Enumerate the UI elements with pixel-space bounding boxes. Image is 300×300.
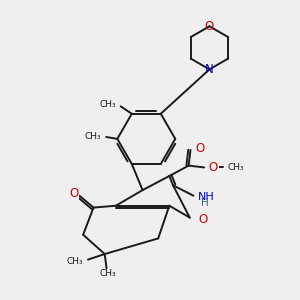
Text: CH₃: CH₃ [99,100,116,109]
Text: O: O [209,161,218,174]
Text: CH₃: CH₃ [227,163,244,172]
Text: CH₃: CH₃ [99,269,116,278]
Text: N: N [205,63,214,76]
Text: CH₃: CH₃ [85,133,101,142]
Text: CH₃: CH₃ [67,256,83,266]
Text: O: O [196,142,205,155]
Text: NH: NH [198,192,215,202]
Text: O: O [205,20,214,33]
Text: O: O [70,187,79,200]
Text: O: O [198,213,207,226]
Text: H: H [201,198,208,208]
